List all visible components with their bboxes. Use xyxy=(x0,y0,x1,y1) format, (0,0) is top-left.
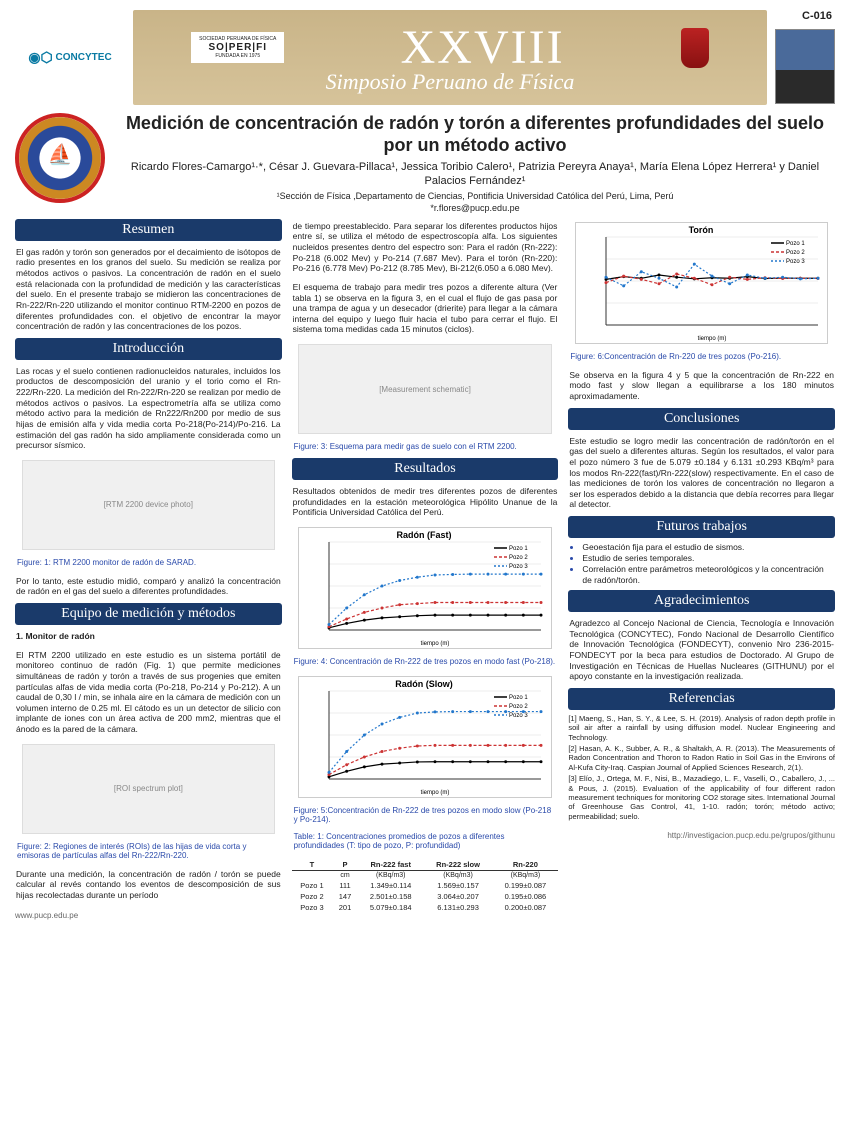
header-conclusiones: Conclusiones xyxy=(568,408,835,430)
soperfi-logo: SOCIEDAD PERUANA DE FÍSICA SO|PER|FI FUN… xyxy=(191,32,284,63)
event-banner: SOCIEDAD PERUANA DE FÍSICA SO|PER|FI FUN… xyxy=(133,10,767,105)
figure-1: [RTM 2200 device photo] xyxy=(22,460,275,550)
body-conclusiones: Este estudio se logro medir las concentr… xyxy=(568,434,835,512)
svg-text:Pozo 2: Pozo 2 xyxy=(509,555,528,561)
body-agradecimientos: Agradezco al Concejo Nacional de Ciencia… xyxy=(568,616,835,684)
event-subtitle: Simposio Peruano de Física xyxy=(326,69,575,95)
header-referencias: Referencias xyxy=(568,688,835,710)
figure-4-chart: Radón (Fast) Pozo 1 Pozo 2 Pozo 3 tiempo (m) xyxy=(298,527,551,649)
col3-obs: Se observa en la figura 4 y 5 que la con… xyxy=(568,368,835,404)
header-resultados: Resultados xyxy=(292,458,559,480)
affiliation: ¹Sección de Física ,Departamento de Cien… xyxy=(115,191,835,201)
svg-text:tiempo (m): tiempo (m) xyxy=(421,641,450,647)
col2-mid: El esquema de trabajo para medir tres po… xyxy=(292,280,559,337)
caption-5: Figure: 5:Concentración de Rn-222 de tre… xyxy=(294,806,557,824)
title-block: Medición de concentración de radón y tor… xyxy=(15,113,835,213)
header-intro: Introducción xyxy=(15,338,282,360)
body-equipo: El RTM 2200 utilizado en este estudio es… xyxy=(15,648,282,737)
referencias-list: [1] Maeng, S., Han, S. Y., & Lee, S. H. … xyxy=(568,714,835,823)
table-1-caption: Table: 1: Concentraciones promedios de p… xyxy=(294,832,557,850)
event-number: XXVIII xyxy=(401,20,565,75)
concytec-logo: ◉⬡ CONCYTEC xyxy=(15,30,125,85)
svg-text:Pozo 1: Pozo 1 xyxy=(509,695,528,701)
authors: Ricardo Flores-Camargo¹·*, César J. Guev… xyxy=(115,160,835,189)
header-equipo: Equipo de medición y métodos xyxy=(15,603,282,625)
body-resumen: El gas radón y torón son generados por e… xyxy=(15,245,282,334)
equipo-sub: 1. Monitor de radón xyxy=(15,629,282,644)
figure-6-chart: Torón Pozo 1 Pozo 2 Pozo 3 tiempo (m) xyxy=(575,222,828,344)
equipo-tail: Durante una medición, la concentración d… xyxy=(15,867,282,903)
figure-2: [ROI spectrum plot] xyxy=(22,744,275,834)
caption-1: Figure: 1: RTM 2200 monitor de radón de … xyxy=(17,558,280,567)
col2-top: de tiempo preestablecido. Para separar l… xyxy=(292,219,559,276)
svg-text:Pozo 1: Pozo 1 xyxy=(786,241,805,247)
footer-right: http://investigacion.pucp.edu.pe/grupos/… xyxy=(568,831,835,840)
caption-6: Figure: 6:Concentración de Rn-220 de tre… xyxy=(570,352,833,361)
intro-tail: Por lo tanto, este estudio midió, compar… xyxy=(15,574,282,599)
svg-text:Pozo 2: Pozo 2 xyxy=(509,704,528,710)
caption-4: Figure: 4: Concentración de Rn-222 de tr… xyxy=(294,657,557,666)
poster-title: Medición de concentración de radón y tor… xyxy=(115,113,835,156)
header-resumen: Resumen xyxy=(15,219,282,241)
table-1: TPRn-222 fastRn-222 slowRn-220cm(KBq/m3)… xyxy=(292,859,559,913)
footer-left: www.pucp.edu.pe xyxy=(15,911,282,920)
body-resultados: Resultados obtenidos de medir tres difer… xyxy=(292,484,559,520)
column-3: Torón Pozo 1 Pozo 2 Pozo 3 tiempo (m) Figure… xyxy=(568,219,835,920)
column-2: de tiempo preestablecido. Para separar l… xyxy=(292,219,559,920)
shield-icon xyxy=(681,28,709,68)
svg-text:tiempo (m): tiempo (m) xyxy=(421,790,450,796)
figure-5-chart: Radón (Slow) Pozo 1 Pozo 2 Pozo 3 tiempo (m) xyxy=(298,676,551,798)
svg-text:Torón: Torón xyxy=(689,225,714,235)
header-agradecimientos: Agradecimientos xyxy=(568,590,835,612)
svg-text:Pozo 3: Pozo 3 xyxy=(509,564,528,570)
author-photo xyxy=(775,29,835,104)
svg-text:Pozo 1: Pozo 1 xyxy=(509,546,528,552)
corresponding-email: *r.flores@pucp.edu.pe xyxy=(115,203,835,213)
svg-text:Radón (Slow): Radón (Slow) xyxy=(396,679,454,689)
svg-text:Pozo 2: Pozo 2 xyxy=(786,250,805,256)
futuros-list: Geoestación fija para el estudio de sism… xyxy=(568,542,835,586)
svg-text:Radón (Fast): Radón (Fast) xyxy=(397,530,452,540)
figure-3: [Measurement schematic] xyxy=(298,344,551,434)
svg-text:tiempo (m): tiempo (m) xyxy=(698,336,727,342)
svg-text:Pozo 3: Pozo 3 xyxy=(509,713,528,719)
caption-2: Figure: 2: Regiones de interés (ROIs) de… xyxy=(17,842,280,860)
header: ◉⬡ CONCYTEC SOCIEDAD PERUANA DE FÍSICA S… xyxy=(15,10,835,105)
poster-code: C-016 xyxy=(802,10,832,22)
header-futuros: Futuros trabajos xyxy=(568,516,835,538)
pucp-seal-icon xyxy=(15,113,105,203)
svg-text:Pozo 3: Pozo 3 xyxy=(786,259,805,265)
body-intro: Las rocas y el suelo contienen radionucl… xyxy=(15,364,282,453)
caption-3: Figure: 3: Esquema para medir gas de sue… xyxy=(294,442,557,451)
column-1: Resumen El gas radón y torón son generad… xyxy=(15,219,282,920)
